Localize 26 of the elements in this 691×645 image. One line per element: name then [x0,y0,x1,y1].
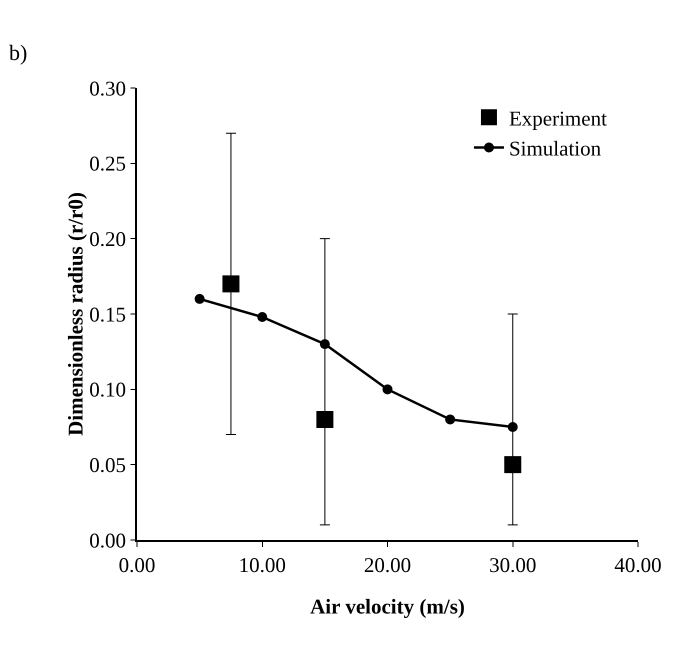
point [320,339,330,350]
point [382,384,392,394]
x-tick-label: 40.00 [614,552,662,577]
y-axis-title: Dimensionless radius (r/r0) [63,192,88,436]
x-axis-title: Air velocity (m/s) [310,594,465,618]
point [257,312,268,322]
y-tick-label: 0.20 [89,227,126,252]
x-tick-label: 30.00 [489,552,536,577]
x-tick-label: 10.00 [238,552,286,577]
point [504,456,522,474]
y-tick-label: 0.05 [89,453,126,478]
point [222,275,240,292]
x-tick-label: 0.00 [118,552,156,577]
y-tick-label: 0.00 [89,528,126,552]
y-tick-label: 0.10 [89,378,126,402]
y-tick-label: 0.25 [89,152,126,176]
point [316,410,334,428]
y-tick-label: 0.15 [89,302,126,326]
legend-label: Experiment [508,106,608,130]
point [508,422,518,432]
legend-label: Simulation [508,136,602,161]
x-tick-label: 20.00 [364,552,412,577]
point [445,414,456,424]
y-tick-label: 0.30 [89,76,126,100]
text: b) [9,40,28,65]
point [194,294,205,304]
